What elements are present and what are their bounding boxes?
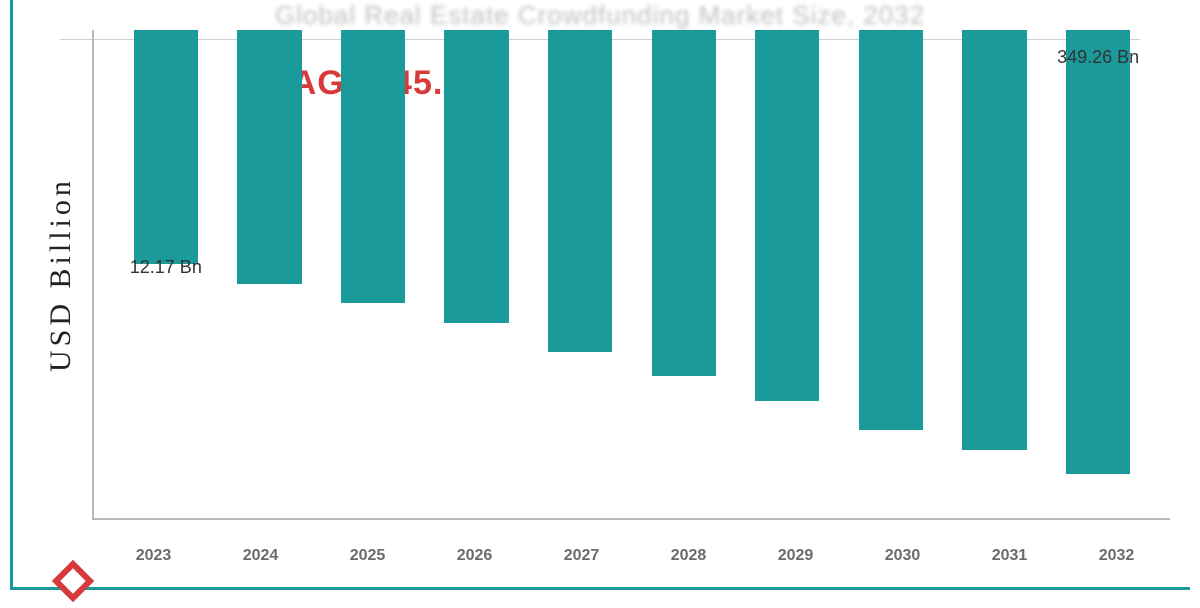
bar-slot: [943, 30, 1047, 518]
bar-value-label: 349.26 Bn: [1057, 47, 1139, 68]
bar: [237, 30, 301, 284]
bar: [134, 30, 198, 264]
source-logo: [30, 566, 110, 608]
x-tick: 2027: [528, 547, 635, 565]
bar-slot: 12.17 Bn: [114, 30, 218, 518]
bar: [548, 30, 612, 352]
x-tick: 2025: [314, 547, 421, 565]
x-tick: 2031: [956, 547, 1063, 565]
bar: [962, 30, 1026, 450]
x-tick: 2024: [207, 547, 314, 565]
bar: [859, 30, 923, 430]
bar-slot: [528, 30, 632, 518]
bar: [341, 30, 405, 303]
y-axis-label: USD Billion: [40, 30, 82, 520]
bar-value-label: 12.17 Bn: [130, 257, 202, 278]
bar: [444, 30, 508, 323]
x-tick: 2032: [1063, 547, 1170, 565]
bar-slot: [736, 30, 840, 518]
bar-slot: [425, 30, 529, 518]
chart-area: USD Billion CAGR: 45.2% 12.17 Bn349.26 B…: [40, 30, 1170, 520]
bar: [1066, 30, 1130, 474]
bar-slot: [321, 30, 425, 518]
bar-slot: [839, 30, 943, 518]
x-tick: 2029: [742, 547, 849, 565]
x-tick: 2028: [635, 547, 742, 565]
x-tick: 2030: [849, 547, 956, 565]
plot-axes: CAGR: 45.2% 12.17 Bn349.26 Bn: [92, 30, 1170, 520]
bar-slot: 349.26 Bn: [1046, 30, 1150, 518]
bar-slot: [632, 30, 736, 518]
bar: [652, 30, 716, 376]
x-tick: 2026: [421, 547, 528, 565]
bar-slot: [218, 30, 322, 518]
bars-container: 12.17 Bn 349.26 Bn: [114, 30, 1150, 518]
bar: [755, 30, 819, 401]
x-tick: 2023: [100, 547, 207, 565]
x-axis: 2023202420252026202720282029203020312032: [100, 547, 1170, 565]
plot-region: CAGR: 45.2% 12.17 Bn349.26 Bn: [92, 30, 1170, 520]
